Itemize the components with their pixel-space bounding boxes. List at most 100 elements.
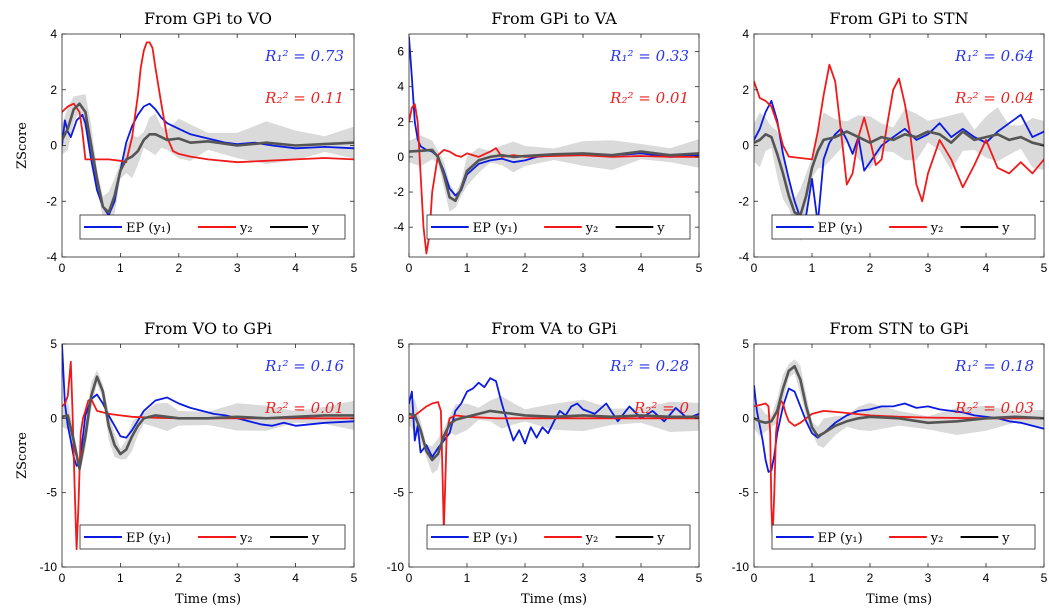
- x-tick-label: 0: [59, 571, 66, 585]
- x-tick-label: 3: [925, 571, 932, 585]
- panel-title: From VO to GPi: [144, 319, 272, 338]
- legend-y-label: y: [311, 221, 320, 236]
- confidence-band: [62, 369, 354, 475]
- panel-3: 0 1 2 3 4 5 -4 -2 0 2 4 From GPi to STN R₁² = 0.64 R₂…: [738, 9, 1047, 275]
- x-tick-label: 4: [638, 261, 645, 275]
- axes-box: [753, 343, 1045, 568]
- series-y: [409, 409, 699, 462]
- x-tick-label: 5: [696, 261, 703, 275]
- plot-area: [409, 36, 699, 255]
- legend: EP (y₁) y₂ y: [426, 524, 691, 550]
- r2-ep-annotation: R₁² = 0.18: [954, 357, 1034, 375]
- r2-ep-annotation: R₁² = 0.28: [609, 357, 689, 375]
- x-tick-label: 5: [696, 571, 703, 585]
- x-tick-label: 2: [867, 261, 874, 275]
- x-tick-label: 2: [522, 571, 529, 585]
- x-tick-label: 5: [1041, 261, 1048, 275]
- legend-y-label: y: [656, 531, 665, 546]
- confidence-band: [754, 107, 1044, 242]
- x-tick-label: 3: [234, 571, 241, 585]
- panel-4: 0 1 2 3 4 5 -10 -5 0 5 From VO to GPi ZScore Time (m…: [15, 319, 358, 607]
- y-tick-label: -4: [46, 250, 57, 264]
- x-tick-label: 4: [292, 261, 299, 275]
- y-tick-label: -4: [393, 220, 404, 234]
- y-tick-label: -4: [738, 250, 749, 264]
- r2-ep-annotation: R₁² = 0.73: [264, 47, 344, 65]
- y-tick-label: 2: [742, 83, 749, 97]
- plot-area: [62, 41, 354, 233]
- y-tick-label: 0: [742, 411, 749, 425]
- legend-ep-label: EP (y₁): [473, 221, 518, 236]
- y-tick-label: -5: [738, 486, 749, 500]
- x-tick-label: 1: [809, 261, 816, 275]
- x-axis-label: Time (ms): [175, 592, 241, 607]
- panel-title: From STN to GPi: [829, 319, 968, 338]
- legend-ep-label: EP (y₁): [126, 221, 171, 236]
- axes-box: [408, 343, 700, 568]
- plot-area: [62, 344, 354, 551]
- x-tick-label: 3: [580, 261, 587, 275]
- x-tick-label: 1: [464, 261, 471, 275]
- panel-title: From GPi to STN: [829, 9, 968, 28]
- legend-y2-label: y₂: [930, 531, 944, 546]
- x-axis-label: Time (ms): [521, 592, 587, 607]
- r2-y2-annotation: R₂² = 0.04: [954, 89, 1034, 107]
- series-y2: [62, 41, 354, 164]
- x-tick-label: 0: [751, 571, 758, 585]
- confidence-band: [754, 359, 1044, 448]
- x-tick-label: 4: [292, 571, 299, 585]
- x-tick-label: 3: [234, 261, 241, 275]
- x-tick-label: 5: [1041, 571, 1048, 585]
- y-tick-label: -2: [393, 185, 404, 199]
- y-tick-label: -10: [387, 560, 405, 574]
- y-tick-label: -5: [46, 486, 57, 500]
- legend-y2-label: y₂: [930, 221, 944, 236]
- y-tick-label: 4: [397, 80, 404, 94]
- legend: EP (y₁) y₂ y: [426, 214, 691, 240]
- confidence-band: [62, 94, 354, 233]
- y-tick-label: 0: [742, 139, 749, 153]
- legend: EP (y₁) y₂ y: [79, 214, 346, 240]
- x-tick-label: 1: [117, 261, 124, 275]
- y-axis-label: ZScore: [15, 432, 30, 479]
- x-tick-label: 5: [351, 571, 358, 585]
- y-tick-label: 2: [50, 83, 57, 97]
- x-axis-label: Time (ms): [866, 592, 932, 607]
- legend: EP (y₁) y₂ y: [771, 524, 1036, 550]
- legend-ep-label: EP (y₁): [126, 531, 171, 546]
- series-y2: [62, 360, 354, 551]
- y-tick-label: 0: [397, 150, 404, 164]
- y-tick-label: 4: [50, 27, 57, 41]
- r2-y2-annotation: R₂² = 0: [633, 399, 689, 417]
- y-tick-label: -2: [46, 194, 57, 208]
- x-tick-label: 2: [175, 571, 182, 585]
- series-ep: [409, 377, 699, 458]
- x-tick-label: 4: [983, 571, 990, 585]
- plot-area: [754, 63, 1044, 242]
- x-tick-label: 1: [809, 571, 816, 585]
- x-tick-label: 3: [580, 571, 587, 585]
- panel-6: 0 1 2 3 4 5 -10 -5 0 5 From STN to GPi Time (ms) R₁²…: [732, 319, 1048, 607]
- plot-area: [409, 377, 699, 531]
- legend-ep-label: EP (y₁): [818, 531, 863, 546]
- legend-y-label: y: [311, 531, 320, 546]
- y-tick-label: -10: [732, 560, 750, 574]
- panel-title: From VA to GPi: [491, 319, 617, 338]
- panels: 0 1 2 3 4 5 -4 -2 0 2 4 From GPi to VO ZScore R₁² = 0…: [15, 9, 1048, 607]
- y-tick-label: 0: [50, 139, 57, 153]
- x-tick-label: 4: [638, 571, 645, 585]
- y-tick-label: 6: [397, 45, 404, 59]
- legend-y2-label: y₂: [585, 221, 599, 236]
- r2-y2-annotation: R₂² = 0.01: [264, 399, 344, 417]
- panel-2: 0 1 2 3 4 5 -4 -2 0 2 4 6 From GPi to VA R₁² = 0.33 R₂…: [393, 9, 702, 275]
- series-y: [754, 364, 1044, 438]
- series-y: [62, 102, 354, 214]
- legend-y2-label: y₂: [239, 221, 253, 236]
- legend-ep-label: EP (y₁): [818, 221, 863, 236]
- x-tick-label: 0: [751, 261, 758, 275]
- series-y2: [754, 63, 1044, 203]
- legend-y2-label: y₂: [585, 531, 599, 546]
- x-tick-label: 2: [867, 571, 874, 585]
- series-ep: [754, 100, 1044, 225]
- y-tick-label: 5: [742, 337, 749, 351]
